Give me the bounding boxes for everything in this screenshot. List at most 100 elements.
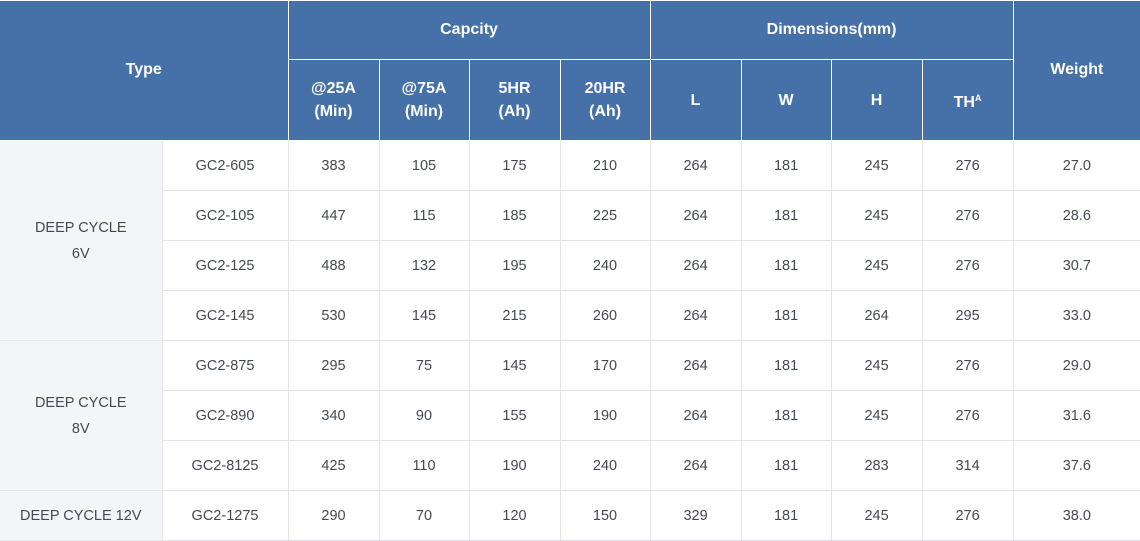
cell-dim-w: 181 [740, 340, 832, 391]
table-row: GC2-890 340 90 155 190 264 181 245 276 3… [0, 390, 1140, 441]
cell-weight: 29.0 [1012, 340, 1140, 391]
cell-capacity-5hr: 190 [468, 440, 561, 491]
cell-dim-l: 264 [649, 440, 742, 491]
model-cell: GC2-8125 [161, 440, 289, 491]
cell-weight: 37.6 [1012, 440, 1140, 491]
cell-capacity-5hr: 120 [468, 490, 561, 541]
cell-capacity-25a: 295 [287, 340, 380, 391]
cell-capacity-75a: 145 [378, 290, 470, 341]
cell-capacity-25a: 488 [287, 240, 380, 291]
header-capacity-5hr: 5HR (Ah) [468, 59, 561, 141]
cell-capacity-20hr: 240 [559, 440, 651, 491]
cell-capacity-5hr: 145 [468, 340, 561, 391]
cell-capacity-20hr: 190 [559, 390, 651, 441]
cell-capacity-5hr: 175 [468, 140, 561, 191]
cell-dim-w: 181 [740, 190, 832, 241]
cell-weight: 38.0 [1012, 490, 1140, 541]
header-capacity-75a: @75A (Min) [378, 59, 470, 141]
cell-capacity-5hr: 155 [468, 390, 561, 441]
table-row: GC2-125 488 132 195 240 264 181 245 276 … [0, 240, 1140, 291]
cell-dim-w: 181 [740, 290, 832, 341]
cell-capacity-75a: 75 [378, 340, 470, 391]
model-cell: GC2-145 [161, 290, 289, 341]
header-dim-w: W [740, 59, 832, 141]
cell-dim-w: 181 [740, 390, 832, 441]
cell-dim-h: 245 [830, 340, 923, 391]
table-row: DEEP CYCLE 8V GC2-875 295 75 145 170 264 … [0, 340, 1140, 491]
cell-weight: 28.6 [1012, 190, 1140, 241]
cell-capacity-5hr: 215 [468, 290, 561, 341]
cell-capacity-75a: 105 [378, 140, 470, 191]
cell-dim-h: 245 [830, 140, 923, 191]
cell-weight: 30.7 [1012, 240, 1140, 291]
cell-capacity-75a: 110 [378, 440, 470, 491]
cell-dim-h: 245 [830, 190, 923, 241]
cell-capacity-75a: 115 [378, 190, 470, 241]
cell-capacity-20hr: 240 [559, 240, 651, 291]
model-cell: GC2-125 [161, 240, 289, 291]
cell-capacity-5hr: 195 [468, 240, 561, 291]
cell-capacity-25a: 340 [287, 390, 380, 441]
header-dim-h: H [830, 59, 923, 141]
table-row: DEEP CYCLE 6V GC2-605 383 105 175 210 264… [0, 140, 1140, 341]
cell-dim-l: 264 [649, 290, 742, 341]
cell-capacity-75a: 90 [378, 390, 470, 441]
cell-capacity-25a: 383 [287, 140, 380, 191]
cell-dim-h: 283 [830, 440, 923, 491]
model-cell: GC2-875 [161, 340, 289, 391]
model-cell: GC2-890 [161, 390, 289, 441]
model-cell: GC2-605 [161, 140, 289, 191]
cell-capacity-20hr: 260 [559, 290, 651, 341]
cell-dim-h: 245 [830, 490, 923, 541]
cell-capacity-5hr: 185 [468, 190, 561, 241]
cell-weight: 33.0 [1012, 290, 1140, 341]
table-row: GC2-145 530 145 215 260 264 181 264 295 … [0, 290, 1140, 341]
cell-capacity-25a: 290 [287, 490, 380, 541]
header-dim-l: L [649, 59, 742, 141]
cell-dim-th: 276 [921, 490, 1014, 541]
cell-dim-h: 245 [830, 240, 923, 291]
cell-dim-h: 245 [830, 390, 923, 441]
group-label-6v: DEEP CYCLE 6V [0, 140, 163, 341]
cell-dim-th: 295 [921, 290, 1014, 341]
cell-capacity-25a: 530 [287, 290, 380, 341]
header-capacity: Capcity [287, 0, 651, 60]
table-row: DEEP CYCLE 12V GC2-1275 290 70 120 150 3… [0, 490, 1140, 541]
cell-dim-h: 264 [830, 290, 923, 341]
header-dimensions: Dimensions(mm) [649, 0, 1014, 60]
header-capacity-25a: @25A (Min) [287, 59, 380, 141]
model-cell: GC2-1275 [161, 490, 289, 541]
header-dim-th: THA [921, 59, 1014, 141]
cell-dim-l: 264 [649, 140, 742, 191]
cell-dim-th: 314 [921, 440, 1014, 491]
cell-capacity-20hr: 170 [559, 340, 651, 391]
cell-capacity-20hr: 225 [559, 190, 651, 241]
cell-capacity-75a: 132 [378, 240, 470, 291]
cell-weight: 27.0 [1012, 140, 1140, 191]
cell-dim-th: 276 [921, 140, 1014, 191]
table-row: GC2-105 447 115 185 225 264 181 245 276 … [0, 190, 1140, 241]
header-type: Type [0, 0, 289, 141]
table-row: GC2-8125 425 110 190 240 264 181 283 314… [0, 440, 1140, 491]
cell-dim-th: 276 [921, 240, 1014, 291]
cell-weight: 31.6 [1012, 390, 1140, 441]
cell-capacity-25a: 425 [287, 440, 380, 491]
cell-dim-l: 264 [649, 340, 742, 391]
cell-dim-w: 181 [740, 490, 832, 541]
cell-capacity-20hr: 210 [559, 140, 651, 191]
cell-capacity-75a: 70 [378, 490, 470, 541]
cell-dim-l: 264 [649, 190, 742, 241]
cell-capacity-25a: 447 [287, 190, 380, 241]
group-label-12v: DEEP CYCLE 12V [0, 490, 163, 541]
cell-dim-th: 276 [921, 390, 1014, 441]
model-cell: GC2-105 [161, 190, 289, 241]
header-capacity-20hr: 20HR (Ah) [559, 59, 651, 141]
cell-capacity-20hr: 150 [559, 490, 651, 541]
group-label-8v: DEEP CYCLE 8V [0, 340, 163, 491]
cell-dim-w: 181 [740, 140, 832, 191]
cell-dim-l: 264 [649, 240, 742, 291]
cell-dim-l: 264 [649, 390, 742, 441]
cell-dim-l: 329 [649, 490, 742, 541]
header-weight: Weight [1012, 0, 1140, 141]
